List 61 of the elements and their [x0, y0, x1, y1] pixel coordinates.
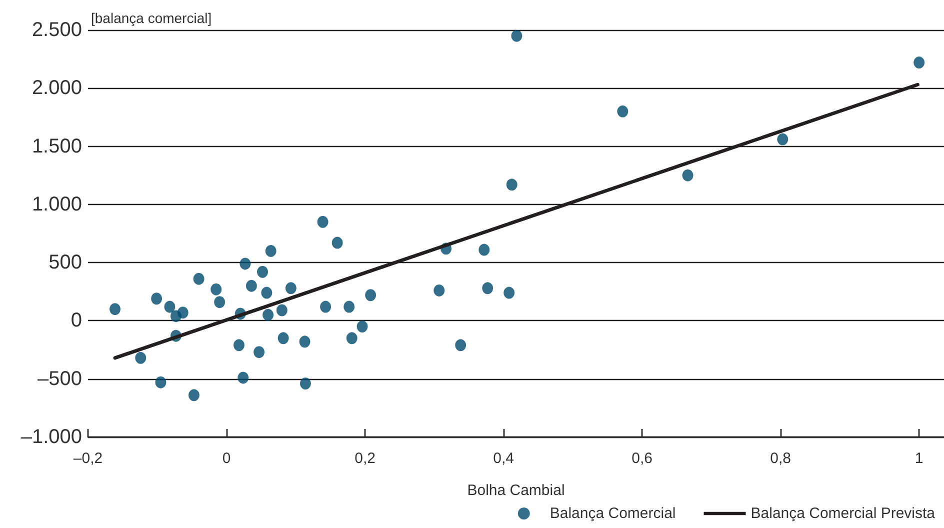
point	[110, 303, 121, 316]
x-axis-title: Bolha Cambial	[467, 482, 565, 499]
y-axis-title: [balança comercial]	[91, 10, 212, 26]
y-tick-label: 0	[70, 310, 82, 332]
y-tick-label: –500	[38, 368, 82, 390]
point	[504, 286, 515, 299]
point	[506, 178, 518, 191]
point	[482, 282, 494, 294]
legend-label: Balança Comercial Prevista	[750, 505, 936, 522]
point	[188, 389, 200, 402]
x-tick-label: 0,6	[632, 450, 652, 467]
point	[511, 30, 522, 42]
point	[257, 266, 268, 278]
y-tick-label: 2.000	[32, 77, 82, 100]
point	[300, 378, 311, 390]
point	[135, 352, 146, 364]
point	[682, 169, 694, 182]
point	[240, 258, 251, 270]
legend-label: Balança Comercial	[550, 505, 676, 522]
y-tick-label: 2.500	[32, 19, 82, 41]
point	[320, 300, 332, 313]
point	[177, 306, 188, 319]
point	[151, 292, 162, 305]
point	[346, 332, 358, 344]
x-tick-label: 0,4	[493, 450, 514, 467]
point	[233, 339, 244, 352]
point	[299, 336, 310, 348]
point	[214, 296, 226, 308]
point	[238, 372, 249, 384]
point	[210, 283, 222, 296]
point	[617, 105, 628, 118]
point	[285, 282, 296, 294]
point	[344, 300, 355, 313]
y-tick-label: 500	[48, 252, 82, 274]
point	[777, 133, 788, 146]
y-tick-label: 1.000	[32, 193, 82, 216]
y-tick-label: –1.000	[20, 426, 82, 448]
point	[155, 376, 166, 388]
y-tick-label: 1.500	[32, 135, 82, 158]
point	[478, 244, 490, 256]
point	[317, 216, 328, 228]
point	[455, 339, 466, 352]
point	[193, 272, 204, 285]
point	[278, 332, 289, 344]
point	[365, 289, 376, 302]
point	[265, 244, 276, 257]
point	[246, 280, 257, 292]
x-tick-label: 1	[914, 450, 924, 467]
point	[261, 286, 272, 299]
point	[254, 346, 265, 358]
point	[164, 300, 176, 313]
point	[914, 56, 925, 69]
point	[434, 284, 445, 296]
x-tick-label: 0,2	[354, 450, 376, 467]
x-tick-label: 0	[222, 450, 231, 467]
point	[356, 320, 368, 333]
point	[332, 236, 343, 249]
point	[262, 308, 274, 321]
x-tick-label: –0,2	[73, 450, 103, 467]
x-tick-label: 0,8	[770, 450, 791, 467]
point	[276, 304, 288, 316]
